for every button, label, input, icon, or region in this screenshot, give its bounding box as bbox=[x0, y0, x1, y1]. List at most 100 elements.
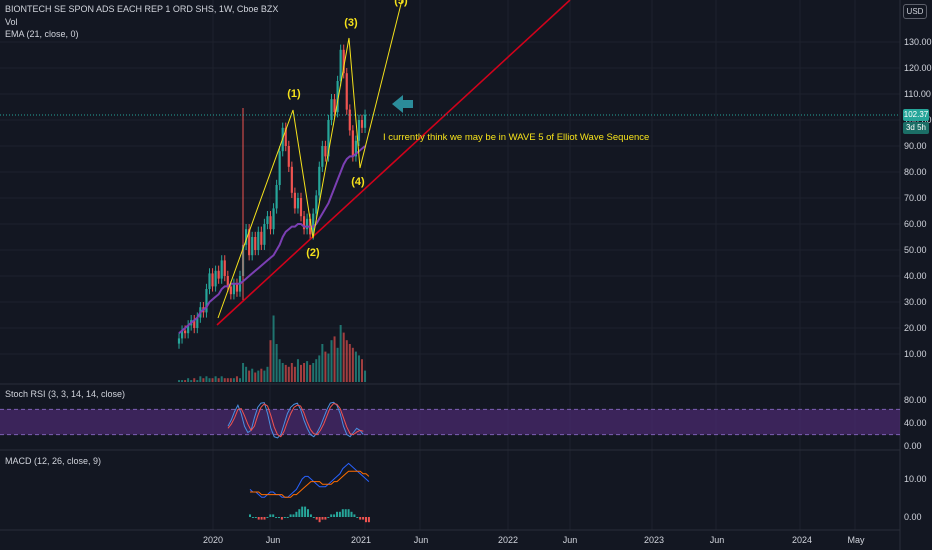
candle-body bbox=[348, 109, 351, 131]
support-trendline bbox=[216, 0, 571, 326]
candle-body bbox=[339, 49, 342, 81]
macd-hist-bar bbox=[260, 517, 263, 520]
candle-body bbox=[196, 317, 199, 328]
volume-bar bbox=[357, 355, 360, 382]
macd-hist-bar bbox=[263, 517, 266, 520]
candle-body bbox=[299, 198, 303, 217]
candle-body bbox=[269, 216, 272, 230]
time-tick: 2023 bbox=[644, 535, 664, 545]
price-tick: 130.00 bbox=[904, 37, 932, 47]
volume-bar bbox=[211, 378, 214, 382]
candle-body bbox=[351, 130, 354, 157]
grid bbox=[0, 0, 901, 550]
candle-body bbox=[330, 99, 333, 120]
volume-bar bbox=[364, 370, 367, 382]
volume-bar bbox=[303, 363, 306, 382]
volume-bar bbox=[196, 380, 199, 382]
volume-bar bbox=[269, 340, 272, 382]
time-tick: 2022 bbox=[498, 535, 518, 545]
volume-bar bbox=[193, 378, 196, 382]
volume-bar bbox=[214, 376, 217, 382]
volume-bar bbox=[251, 368, 254, 382]
volume-bar bbox=[208, 378, 211, 382]
macd-hist-bar bbox=[338, 511, 341, 517]
candle-body bbox=[214, 270, 217, 287]
stoch-tick: 40.00 bbox=[904, 418, 927, 428]
macd-hist-bar bbox=[341, 509, 344, 517]
macd-label: MACD (12, 26, close, 9) bbox=[5, 456, 102, 466]
volume-bar bbox=[281, 363, 284, 382]
volume-bar bbox=[248, 370, 251, 382]
price-tick: 90.00 bbox=[904, 141, 927, 151]
candle-body bbox=[193, 320, 196, 328]
volume-bar bbox=[263, 370, 266, 382]
price-tick: 80.00 bbox=[904, 167, 927, 177]
volume-bar bbox=[220, 376, 223, 382]
currency-button[interactable]: USD bbox=[903, 4, 927, 19]
left-arrow-icon bbox=[392, 95, 413, 113]
macd-hist-bar bbox=[257, 517, 260, 520]
candle-body bbox=[302, 216, 306, 230]
drawings[interactable]: (1) (2) (3) (4) (5) I currently think we may … bbox=[0, 0, 900, 326]
candle-body bbox=[248, 229, 251, 256]
macd-hist-bar bbox=[336, 511, 338, 517]
ema-label: EMA (21, close, 0) bbox=[5, 29, 79, 39]
macd-hist-bar bbox=[350, 511, 353, 517]
candle-body bbox=[208, 273, 211, 289]
stoch-band bbox=[0, 409, 900, 435]
candle-body bbox=[260, 231, 263, 245]
candle-body bbox=[177, 338, 181, 344]
volume-bar bbox=[272, 315, 275, 382]
time-tick: Jun bbox=[414, 535, 429, 545]
volume-bar bbox=[327, 353, 330, 382]
time-tick: 2020 bbox=[203, 535, 223, 545]
candle-body bbox=[357, 120, 361, 141]
volume-bar bbox=[336, 347, 339, 382]
macd-hist-bar bbox=[275, 517, 278, 518]
countdown-badge: 3d 5h bbox=[903, 122, 929, 134]
candle-body bbox=[245, 229, 248, 245]
stoch-k-line bbox=[227, 401, 364, 439]
macd-hist-bar bbox=[292, 514, 295, 517]
volume-bar bbox=[184, 380, 187, 382]
volume-bar bbox=[287, 366, 290, 382]
macd-hist-bar bbox=[254, 517, 257, 518]
volume-bar bbox=[239, 378, 241, 382]
volume-bar bbox=[254, 372, 257, 382]
time-tick: 2021 bbox=[351, 535, 371, 545]
volume-bar bbox=[306, 361, 309, 382]
macd-hist-bar bbox=[324, 517, 327, 520]
macd-hist-bar bbox=[307, 509, 309, 517]
candle-body bbox=[315, 195, 318, 214]
volume-bar bbox=[223, 378, 226, 382]
macd-hist-bar bbox=[362, 517, 365, 520]
volume-bar bbox=[202, 378, 205, 382]
volume-bar bbox=[245, 366, 248, 382]
volume-label: Vol bbox=[5, 17, 18, 27]
volume-bars bbox=[178, 315, 367, 382]
volume-bar bbox=[275, 344, 278, 382]
macd-hist-bar bbox=[367, 517, 370, 523]
macd-hist-bar bbox=[333, 514, 336, 517]
wave-label: (5) bbox=[394, 0, 408, 7]
macd-line bbox=[249, 462, 370, 498]
macd-hist-bar bbox=[249, 514, 251, 517]
volume-bar bbox=[187, 378, 190, 382]
stoch-d-line bbox=[227, 402, 364, 438]
macd-hist-bar bbox=[315, 517, 318, 520]
volume-bar bbox=[315, 359, 318, 382]
volume-bar bbox=[300, 364, 302, 382]
macd-hist-bar bbox=[295, 511, 298, 517]
candle-body bbox=[211, 273, 214, 287]
wave-label: (1) bbox=[287, 88, 301, 100]
candle-body bbox=[306, 218, 309, 230]
volume-bar bbox=[351, 347, 354, 382]
price-candles bbox=[177, 44, 367, 349]
candle-body bbox=[336, 81, 339, 113]
macd-hist-bar bbox=[280, 517, 283, 520]
candle-body bbox=[229, 286, 232, 295]
macd-hist-bar bbox=[301, 506, 304, 517]
volume-bar bbox=[321, 344, 324, 382]
wave-label: (2) bbox=[306, 247, 320, 259]
